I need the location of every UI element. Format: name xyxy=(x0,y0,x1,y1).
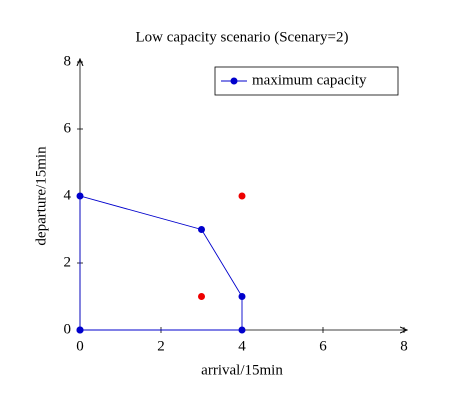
data-point xyxy=(198,226,205,233)
y-tick-label: 4 xyxy=(64,187,72,203)
legend-box xyxy=(214,66,399,96)
x-tick-label: 8 xyxy=(400,338,408,354)
data-point xyxy=(76,326,84,334)
y-tick-label: 2 xyxy=(64,254,72,270)
data-point xyxy=(238,293,246,300)
data-point xyxy=(198,293,205,300)
x-tick-label: 2 xyxy=(157,338,165,354)
data-point xyxy=(76,192,84,200)
x-axis-label: arrival/15min xyxy=(201,362,283,378)
y-tick-label: 8 xyxy=(64,53,72,69)
data-point xyxy=(238,192,246,200)
legend-marker xyxy=(230,77,238,85)
data-point xyxy=(238,326,246,334)
legend-label: maximum capacity xyxy=(252,72,367,88)
chart-title: Low capacity scenario (Scenary=2) xyxy=(136,29,349,45)
y-axis-label: departure/15min xyxy=(33,146,49,246)
x-tick-label: 6 xyxy=(319,338,327,354)
y-tick-label: 0 xyxy=(64,321,72,337)
x-tick-label: 4 xyxy=(238,338,246,354)
x-tick-label: 0 xyxy=(76,338,84,354)
series-line xyxy=(79,195,243,331)
y-tick-label: 6 xyxy=(64,120,72,136)
